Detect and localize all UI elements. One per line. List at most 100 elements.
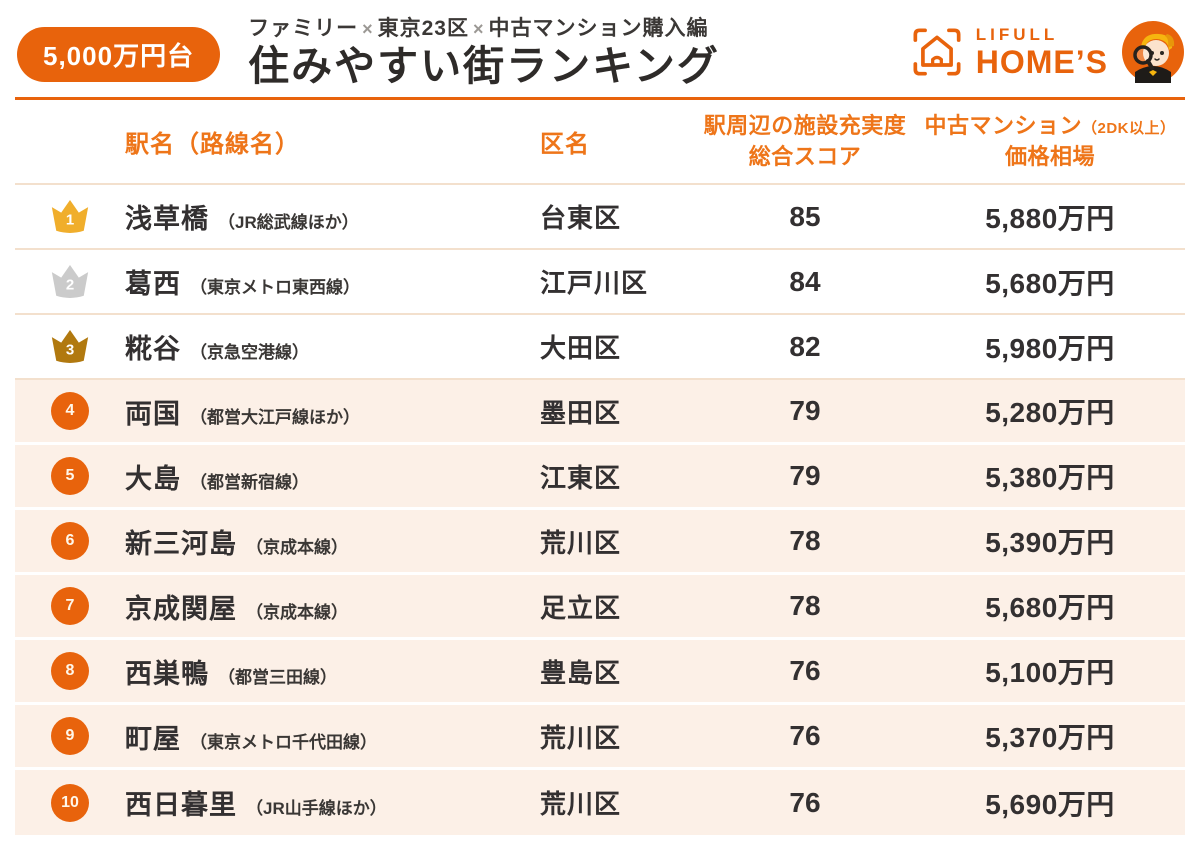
rank-number: 8 [65,662,75,679]
table-row: 7 7 京成関屋 （京成本線） 足立区 78 5,680万円 [15,575,1185,640]
rank-number: 2 [65,276,75,294]
station-cell: 大島 （都営新宿線） [125,457,540,496]
price-value: 5,390万円 [985,527,1115,558]
line-name: （都営三田線） [218,667,337,687]
rank-cell: 6 6 [15,522,125,560]
score-value: 85 [789,200,821,232]
rank-number: 10 [61,793,79,811]
station-name: 町屋 [125,723,181,754]
ward-name: 大田区 [540,333,622,363]
rank-cell: 3 3 [15,328,125,366]
line-name: （都営大江戸線ほか） [190,407,360,427]
station-cell: 京成関屋 （京成本線） [125,587,540,626]
rank-number: 3 [65,341,75,359]
station-cell: 糀谷 （京急空港線） [125,327,540,366]
rank-number: 7 [65,597,75,614]
table-row: 9 9 町屋 （東京メトロ千代田線） 荒川区 76 5,370万円 [15,705,1185,770]
station-name: 京成関屋 [125,593,237,624]
station-cell: 葛西 （東京メトロ東西線） [125,262,540,301]
station-cell: 浅草橋 （JR総武線ほか） [125,197,540,236]
rank-badge: 4 [51,392,89,430]
score-column-header: 駅周辺の施設充実度 総合スコア [703,112,907,169]
rank-number: 9 [65,727,75,744]
cross-separator: × [362,19,374,40]
station-name: 西巣鴨 [125,658,209,689]
station-name: 新三河島 [125,528,237,559]
rank-number: 6 [65,532,75,549]
line-name: （都営新宿線） [190,472,309,492]
line-name: （JR山手線ほか） [246,799,387,818]
table-row: 4 4 両国 （都営大江戸線ほか） 墨田区 79 5,280万円 [15,380,1185,445]
ward-name: 江戸川区 [540,268,649,298]
price-value: 5,100万円 [985,657,1115,688]
score-value: 76 [789,786,821,818]
rank-cell: 1 1 [15,198,125,236]
rank-number: 5 [65,467,75,484]
price-value: 5,690万円 [985,788,1115,820]
price-value: 5,680万円 [985,592,1115,623]
station-cell: 両国 （都営大江戸線ほか） [125,392,540,431]
ward-name: 荒川区 [540,527,622,558]
ranking-table: 駅名（路線名） 区名 駅周辺の施設充実度 総合スコア 中古マンション（2DK以上… [15,100,1185,835]
score-value: 82 [789,330,821,362]
homes-kun-mascot-icon [1122,20,1184,83]
score-value: 79 [789,395,821,426]
title-block: ファミリー × 東京23区 × 中古マンション購入編 住みやすい街ランキング [248,12,720,90]
rank-number: 1 [65,211,75,229]
rank-badge: 8 [51,652,89,690]
price-value: 5,280万円 [985,397,1115,428]
station-column-header: 駅名（路線名） [125,131,300,158]
rank-cell: 4 4 [15,392,125,430]
logo-homes-text: HOME’S [975,43,1108,80]
ward-name: 江東区 [540,462,622,493]
table-header-row: 駅名（路線名） 区名 駅周辺の施設充実度 総合スコア 中古マンション（2DK以上… [15,100,1185,185]
cross-separator: × [472,19,485,40]
score-value: 76 [789,720,821,751]
crown-rank-icon: 2 [48,263,92,301]
table-row: 10 10 西日暮里 （JR山手線ほか） 荒川区 76 5,690万円 [15,770,1185,835]
score-value: 79 [789,460,821,491]
header-divider [15,97,1185,100]
table-row: 2 2 葛西 （東京メトロ東西線） 江戸川区 84 5,680万円 [15,250,1185,315]
crown-rank-icon: 1 [48,198,92,236]
line-name: （京成本線） [246,602,348,622]
rank-cell: 2 2 [15,263,125,301]
station-cell: 新三河島 （京成本線） [125,522,540,561]
rank-number: 4 [65,402,75,419]
lifull-homes-logo: LIFULL HOME’S [911,20,1185,84]
ward-name: 台東区 [540,203,622,233]
station-cell: 西巣鴨 （都営三田線） [125,652,540,691]
rank-cell: 9 9 [15,717,125,755]
score-value: 84 [789,265,821,297]
line-name: （JR総武線ほか） [218,213,359,232]
price-column-header: 中古マンション（2DK以上） 価格相場 [924,112,1176,169]
crown-rank-icon: 3 [48,328,92,366]
table-row: 3 3 糀谷 （京急空港線） 大田区 82 5,980万円 [15,315,1185,380]
rank-cell: 5 5 [15,457,125,495]
rank-cell: 8 8 [15,652,125,690]
table-row: 6 6 新三河島 （京成本線） 荒川区 78 5,390万円 [15,510,1185,575]
ward-name: 荒川区 [540,722,622,753]
page-header: 5,000万円台 ファミリー × 東京23区 × 中古マンション購入編 住みやすい街ラン… [0,0,1200,97]
score-value: 78 [789,590,821,621]
station-cell: 町屋 （東京メトロ千代田線） [125,717,540,756]
rank-cell: 10 10 [15,783,125,822]
rank-badge: 7 [51,587,89,625]
ward-name: 豊島区 [540,657,622,688]
score-value: 78 [789,525,821,556]
station-name: 大島 [125,463,181,494]
line-name: （京急空港線） [190,343,309,362]
house-viewfinder-icon [913,27,961,76]
line-name: （京成本線） [246,537,348,557]
station-name: 西日暮里 [125,790,237,820]
rank-badge: 10 [51,783,89,822]
rank-badge: 9 [51,717,89,755]
score-value: 76 [789,655,821,686]
station-name: 浅草橋 [125,204,209,234]
table-row: 1 1 浅草橋 （JR総武線ほか） 台東区 85 5,880万円 [15,185,1185,250]
ward-name: 墨田区 [540,397,622,428]
station-name: 両国 [125,398,181,429]
subtitle: ファミリー × 東京23区 × 中古マンション購入編 [248,17,709,41]
table-row: 8 8 西巣鴨 （都営三田線） 豊島区 76 5,100万円 [15,640,1185,705]
